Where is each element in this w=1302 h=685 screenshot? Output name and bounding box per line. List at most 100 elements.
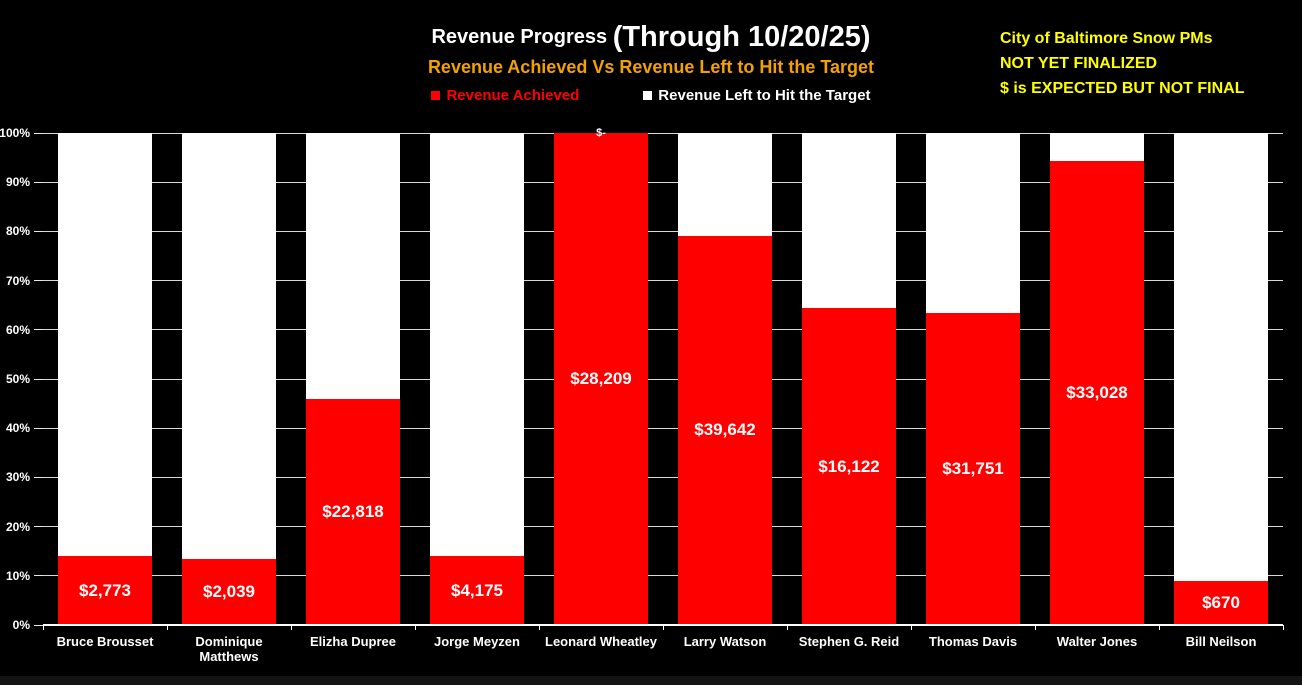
bar-remaining[interactable] <box>182 133 276 560</box>
y-axis-label-100%: 100% <box>0 126 30 140</box>
legend-item-remaining[interactable]: Revenue Left to Hit the Target <box>643 87 871 105</box>
value-label-achieved: $31,751 <box>942 459 1004 479</box>
value-label-achieved: $22,818 <box>322 502 384 522</box>
x-axis-label-3: Elizha Dupree <box>310 634 396 649</box>
bar-group-10: $670 Bill Neilson <box>1159 133 1283 649</box>
bar-achieved[interactable] <box>1174 581 1268 625</box>
gridline-90% <box>43 181 1283 183</box>
bar-group-1: $2,773 Bruce Brousset <box>43 133 167 649</box>
y-tick-mark-70% <box>34 280 43 282</box>
chart-title-date: (Through 10/20/25) <box>612 21 871 53</box>
bar-achieved[interactable] <box>802 308 896 625</box>
chart-title-prefix: Revenue Progress <box>431 26 613 48</box>
bar-achieved[interactable] <box>554 133 648 625</box>
gridline-100% <box>43 132 1283 134</box>
gridline-20% <box>43 526 1283 528</box>
x-tick-mark <box>1034 625 1036 630</box>
x-tick-mark <box>786 625 788 630</box>
y-axis-label-0%: 0% <box>12 618 30 632</box>
y-axis-label-50%: 50% <box>5 372 30 386</box>
bar-achieved[interactable] <box>430 556 524 625</box>
value-label-achieved: $670 <box>1202 593 1240 613</box>
bar-achieved[interactable] <box>1050 161 1144 625</box>
bar-achieved[interactable] <box>926 313 1020 625</box>
bar-achieved[interactable] <box>58 556 152 625</box>
annotation-line-3: $ is EXPECTED BUT NOT FINAL <box>1000 80 1245 97</box>
gridline-30% <box>43 476 1283 478</box>
x-tick-mark <box>290 625 292 630</box>
y-axis-label-60%: 60% <box>5 322 30 337</box>
x-tick-mark <box>1158 625 1160 630</box>
gridline-70% <box>43 280 1283 282</box>
y-tick-mark-100% <box>34 132 43 134</box>
bar-remaining[interactable] <box>1174 133 1268 582</box>
bar-group-2: $2,039 Dominique Matthews <box>167 133 291 664</box>
x-tick-mark <box>1282 625 1284 630</box>
bar-remaining[interactable] <box>58 133 152 557</box>
bar-group-7: $16,122 Stephen G. Reid <box>787 133 911 649</box>
x-axis-label-4: Jorge Meyzen <box>434 634 520 649</box>
chart-header: Revenue Progress (Through 10/20/25) Reve… <box>0 20 1302 104</box>
y-axis-label-90%: 90% <box>5 175 30 190</box>
y-tick-mark-50% <box>34 378 43 380</box>
x-axis-label-7: Stephen G. Reid <box>798 634 900 649</box>
y-axis-label-40%: 40% <box>5 421 30 436</box>
x-axis-label-1: Bruce Brousset <box>56 634 154 649</box>
gridline-10% <box>43 575 1283 577</box>
value-label-achieved: $2,039 <box>203 582 255 602</box>
bar-remaining[interactable] <box>430 133 524 557</box>
y-axis-label-10%: 10% <box>5 568 30 583</box>
bar-achieved[interactable] <box>182 559 276 625</box>
bar-remaining[interactable] <box>1050 133 1144 162</box>
x-axis-label-5: Leonard Wheatley <box>545 634 657 649</box>
chart-legend: Revenue Achieved Revenue Left to Hit the… <box>0 87 1302 104</box>
y-tick-mark-0% <box>34 624 43 626</box>
x-axis-label-6: Larry Watson <box>683 634 767 649</box>
chart-title: Revenue Progress (Through 10/20/25) <box>0 20 1302 54</box>
legend-swatch-remaining-icon <box>643 91 653 101</box>
y-tick-mark-90% <box>34 181 43 183</box>
y-axis-label-20%: 20% <box>5 519 30 534</box>
y-axis-label-80%: 80% <box>5 224 30 239</box>
chart-subtitle: Revenue Achieved Vs Revenue Left to Hit … <box>427 57 875 78</box>
value-label-achieved: $16,122 <box>818 456 880 476</box>
x-axis-label-9: Walter Jones <box>1056 634 1138 649</box>
bar-remaining[interactable] <box>678 133 772 236</box>
bar-remaining[interactable] <box>802 133 896 309</box>
x-tick-mark <box>166 625 168 630</box>
y-axis-label-30%: 30% <box>5 470 30 485</box>
bar-group-6: $39,642 Larry Watson <box>663 133 787 649</box>
annotation-line-2: NOT YET FINALIZED <box>1000 55 1158 72</box>
value-label-remaining: $- <box>596 127 606 139</box>
y-tick-mark-80% <box>34 230 43 232</box>
y-tick-mark-30% <box>34 476 43 478</box>
bar-achieved[interactable] <box>678 235 772 625</box>
bar-remaining[interactable] <box>306 133 400 400</box>
annotation-line-1: City of Baltimore Snow PMs <box>1000 30 1213 47</box>
bar-group-3: $22,818 Elizha Dupree <box>291 133 415 649</box>
bar-group-5: $28,209 $- Leonard Wheatley <box>539 127 663 649</box>
value-label-achieved: $2,773 <box>79 580 131 600</box>
value-label-achieved: $4,175 <box>451 580 503 600</box>
gridline-80% <box>43 230 1283 232</box>
value-label-achieved: $39,642 <box>694 420 756 440</box>
y-tick-mark-60% <box>34 329 43 331</box>
legend-label-achieved: Revenue Achieved <box>446 87 580 105</box>
bar-remaining[interactable] <box>926 133 1020 314</box>
bar-achieved[interactable] <box>306 399 400 625</box>
y-tick-mark-20% <box>34 526 43 528</box>
legend-item-achieved[interactable]: Revenue Achieved <box>431 87 579 104</box>
gridline-40% <box>43 427 1283 429</box>
x-axis-label-10: Bill Neilson <box>1185 634 1257 649</box>
y-axis-label-70%: 70% <box>5 273 30 288</box>
gridline-60% <box>43 329 1283 331</box>
x-tick-mark <box>538 625 540 630</box>
value-label-achieved: $28,209 <box>570 369 632 388</box>
legend-label-remaining: Revenue Left to Hit the Target <box>658 87 871 105</box>
bottom-edge-strip <box>0 676 1302 685</box>
x-tick-mark <box>910 625 912 630</box>
x-axis-label-8: Thomas Davis <box>928 634 1018 649</box>
x-tick-mark <box>414 625 416 630</box>
value-label-achieved: $33,028 <box>1066 383 1128 403</box>
annotation-note: City of Baltimore Snow PMs NOT YET FINAL… <box>1000 26 1244 101</box>
